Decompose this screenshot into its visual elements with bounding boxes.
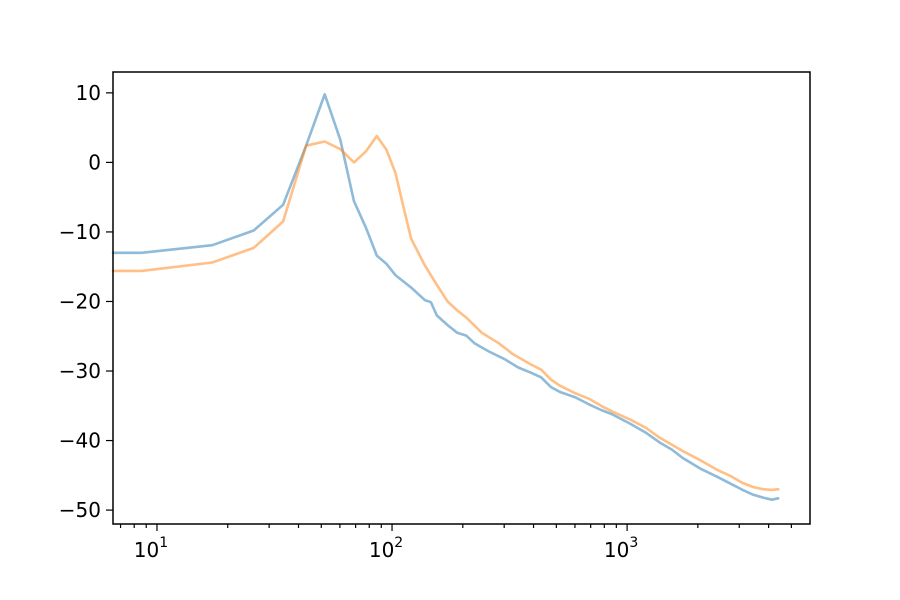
series-layer bbox=[111, 93, 780, 501]
x-axis-ticks: 101 102 103 bbox=[119, 524, 792, 562]
y-tick-label: −10 bbox=[59, 220, 101, 244]
y-tick-label: 0 bbox=[88, 150, 101, 174]
x-tick-exponent: 3 bbox=[629, 535, 638, 551]
y-tick-label: −30 bbox=[59, 359, 101, 383]
series-line-1 bbox=[111, 93, 780, 501]
y-tick-label: −20 bbox=[59, 289, 101, 313]
series-line-2 bbox=[111, 134, 780, 492]
x-tick-label: 102 bbox=[369, 535, 403, 562]
y-axis-ticks: 10 0 −10 −20 −30 −40 −50 bbox=[59, 81, 113, 522]
x-tick-label: 103 bbox=[604, 535, 638, 562]
plot-area-frame bbox=[112, 71, 811, 525]
x-tick-exponent: 2 bbox=[394, 535, 403, 551]
y-tick-label: 10 bbox=[76, 81, 101, 105]
x-tick-base: 10 bbox=[134, 538, 159, 562]
x-tick-label: 101 bbox=[134, 535, 168, 562]
y-tick-label: −40 bbox=[59, 429, 101, 453]
x-tick-base: 10 bbox=[369, 538, 394, 562]
x-tick-exponent: 1 bbox=[159, 535, 168, 551]
y-tick-label: −50 bbox=[59, 498, 101, 522]
x-tick-base: 10 bbox=[604, 538, 629, 562]
